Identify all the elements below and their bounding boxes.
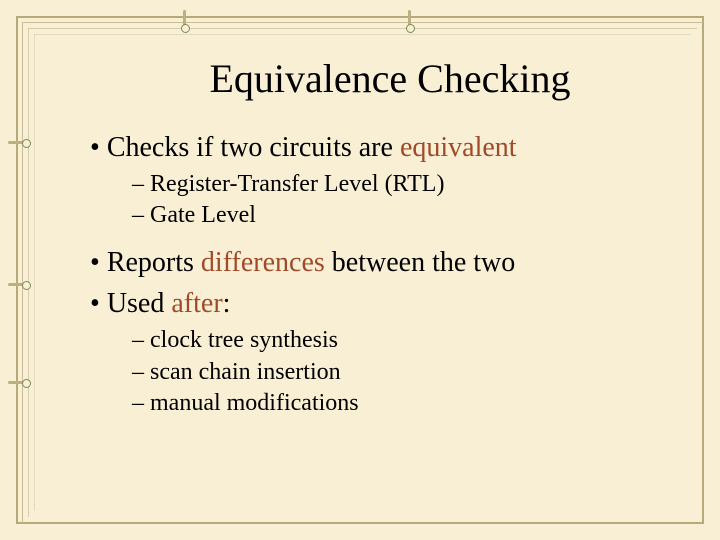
slide-title: Equivalence Checking — [70, 55, 670, 102]
bullet-item: Reports differences between the two — [90, 245, 670, 280]
ornament-icon — [8, 280, 30, 290]
sub-bullet-list: Register-Transfer Level (RTL) Gate Level — [90, 169, 670, 231]
bullet-text-highlight: differences — [201, 247, 325, 278]
bullet-list: Checks if two circuits are equivalent Re… — [70, 130, 670, 419]
bullet-text-prefix: Reports — [107, 247, 201, 278]
bullet-text-highlight: after — [171, 288, 222, 319]
bullet-text-suffix: between the two — [325, 247, 516, 278]
bullet-text-suffix: : — [223, 288, 231, 319]
sub-bullet-item: scan chain insertion — [132, 357, 670, 388]
sub-bullet-item: manual modifications — [132, 388, 670, 419]
sub-bullet-item: Register-Transfer Level (RTL) — [132, 169, 670, 200]
slide: Equivalence Checking Checks if two circu… — [0, 0, 720, 540]
sub-bullet-item: clock tree synthesis — [132, 325, 670, 356]
bullet-text-prefix: Checks if two circuits are — [107, 132, 400, 163]
bullet-item: Used after: clock tree synthesis scan ch… — [90, 286, 670, 419]
sub-bullet-list: clock tree synthesis scan chain insertio… — [90, 325, 670, 419]
content-area: Equivalence Checking Checks if two circu… — [70, 55, 670, 433]
sub-bullet-item: Gate Level — [132, 200, 670, 231]
ornament-icon — [8, 138, 30, 148]
ornament-icon — [8, 378, 30, 388]
bullet-text-highlight: equivalent — [400, 132, 517, 163]
ornament-icon — [405, 10, 415, 32]
bullet-text-prefix: Used — [107, 288, 172, 319]
ornament-icon — [180, 10, 190, 32]
bullet-item: Checks if two circuits are equivalent Re… — [90, 130, 670, 231]
